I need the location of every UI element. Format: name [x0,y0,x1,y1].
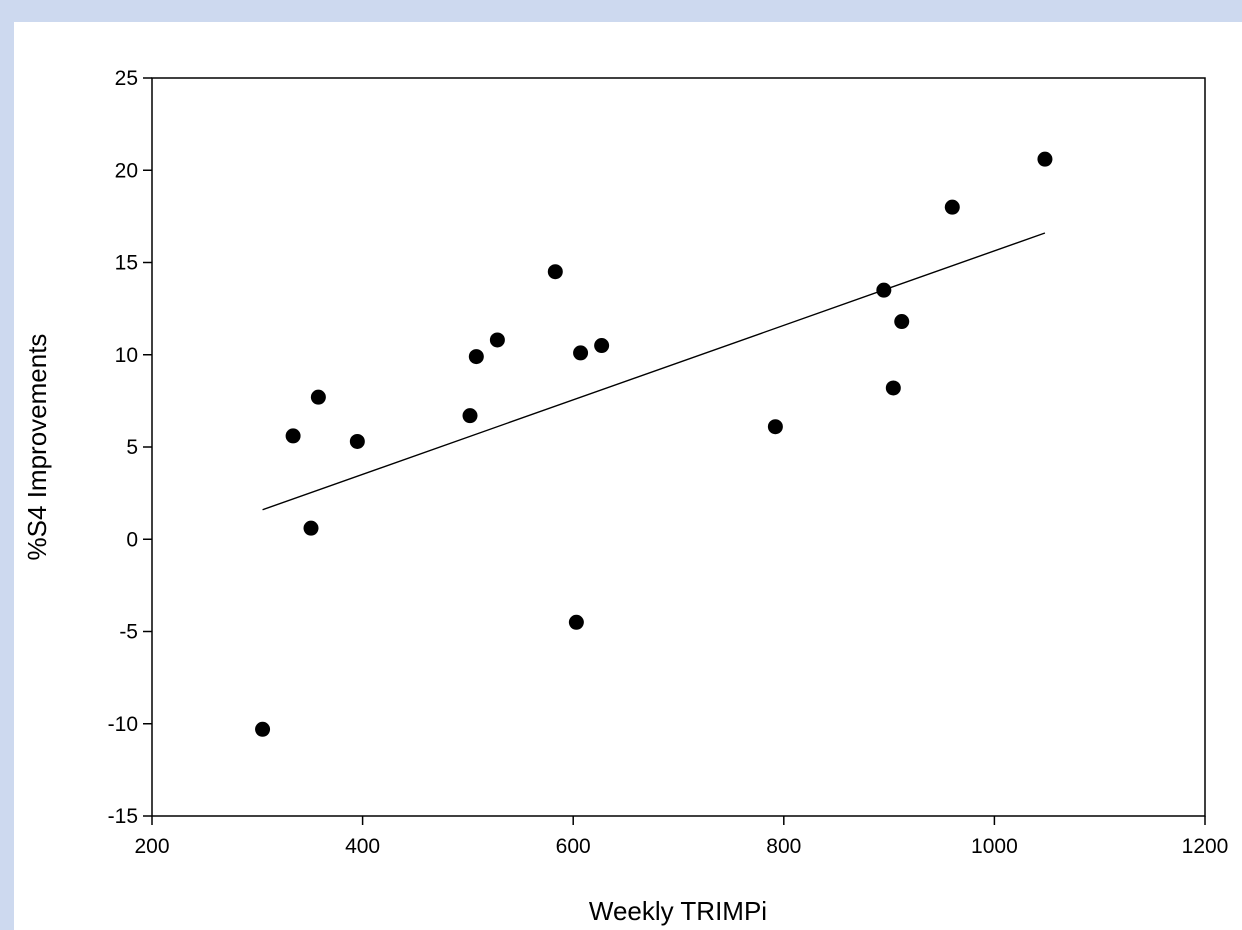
x-tick-label: 200 [134,835,169,858]
data-point [468,349,484,365]
x-axis: 200 400 600 800 1000 1200 [134,816,1228,858]
plot-area [151,77,1206,817]
data-point [767,419,783,435]
x-tick-label: 800 [766,835,801,858]
y-tick-label: 25 [115,67,138,90]
y-axis-title: %S4 Improvements [22,334,52,561]
data-point [1037,151,1053,167]
data-points [255,151,1053,737]
y-axis: -15 -10 -5 0 5 10 15 20 25 [108,67,152,828]
data-point [489,332,505,348]
data-point [303,520,319,536]
data-point [594,338,610,354]
y-tick-label: -5 [119,621,138,644]
y-tick-label: 20 [115,159,138,182]
y-tick-label: 15 [115,252,138,275]
x-axis-title: Weekly TRIMPi [589,896,767,926]
data-point [894,314,910,330]
x-tick-label: 1000 [971,835,1018,858]
data-point [573,345,589,361]
y-tick-label: 5 [126,436,138,459]
data-point [349,433,365,449]
x-tick-label: 600 [556,835,591,858]
data-point [885,380,901,396]
y-tick-label: 10 [115,344,138,367]
y-tick-label: -10 [108,713,138,736]
data-point [876,282,892,298]
data-point [462,408,478,424]
chart-frame: -15 -10 -5 0 5 10 15 20 25 200 400 600 800 1000 1200 … [14,22,1242,930]
x-tick-label: 400 [345,835,380,858]
data-point [568,614,584,630]
y-tick-label: -15 [108,805,138,828]
data-point [944,199,960,215]
regression-line [262,232,1046,511]
y-tick-label: 0 [126,528,138,551]
x-tick-label: 1200 [1182,835,1229,858]
data-point [255,721,271,737]
data-point [285,428,301,444]
data-point [547,264,563,280]
data-point [310,389,326,405]
